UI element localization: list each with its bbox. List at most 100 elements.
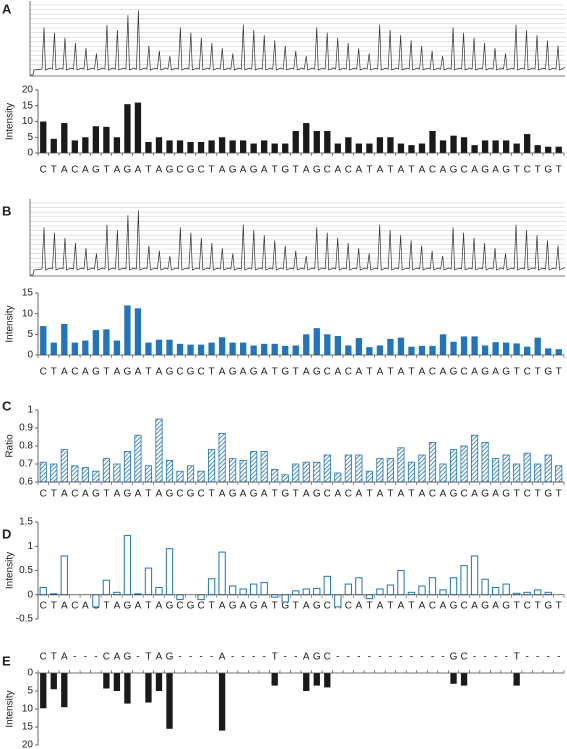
bar <box>250 583 258 596</box>
x-tick-label: A <box>240 489 247 500</box>
x-tick-label: - <box>347 652 350 663</box>
x-tick-label: T <box>145 367 151 378</box>
x-tick-label: C <box>71 165 78 176</box>
bar <box>281 474 289 483</box>
x-tick-label: A <box>61 367 68 378</box>
x-tick-label: G <box>481 489 489 500</box>
bar <box>524 134 531 153</box>
x-tick-label: A <box>219 165 226 176</box>
bar <box>555 465 563 483</box>
x-tick-label: G <box>250 489 258 500</box>
x-tick-label: A <box>440 489 447 500</box>
bar <box>239 588 247 596</box>
y-axis-label: Intensity <box>5 103 16 140</box>
y-axis-label: Intensity <box>5 305 16 342</box>
x-tick-label: - <box>483 652 486 663</box>
bar <box>470 555 479 596</box>
x-tick-label: T <box>408 601 414 612</box>
x-tick-label: G <box>229 601 237 612</box>
y-axis-label: Intensity <box>5 690 16 727</box>
x-tick-label: C <box>460 601 467 612</box>
x-tick-label: T <box>366 489 372 500</box>
x-tick-label: G <box>281 489 289 500</box>
x-tick-label: A <box>135 489 142 500</box>
bar <box>113 673 121 691</box>
x-tick-label: C <box>176 601 183 612</box>
x-tick-label: - <box>284 652 287 663</box>
x-tick-label: T <box>51 165 57 176</box>
bar <box>271 673 278 686</box>
bar <box>450 135 457 153</box>
x-tick-label: G <box>502 367 510 378</box>
x-tick-label: A <box>440 165 447 176</box>
bar <box>208 342 215 355</box>
x-tick-label: T <box>556 367 562 378</box>
panel-label: E <box>2 653 11 668</box>
bar <box>418 585 426 596</box>
bar <box>408 346 415 355</box>
bar <box>492 140 499 153</box>
bar <box>144 567 153 596</box>
x-tick-label: C <box>345 489 352 500</box>
bar <box>386 458 394 483</box>
x-tick-label: A <box>261 601 268 612</box>
x-tick-label: - <box>357 652 360 663</box>
y-tick-label: 5 <box>27 686 33 697</box>
x-tick-label: C <box>324 367 331 378</box>
x-tick-label: T <box>366 367 372 378</box>
x-tick-label: A <box>219 601 226 612</box>
x-tick-label: A <box>471 601 478 612</box>
x-tick-label: A <box>240 367 247 378</box>
bar <box>197 141 205 153</box>
x-tick-label: A <box>82 367 89 378</box>
bar <box>166 140 173 153</box>
bar <box>313 461 321 483</box>
bar <box>229 140 236 153</box>
x-tick-label: C <box>197 367 204 378</box>
bar <box>40 121 47 153</box>
y-tick-label: 10 <box>22 116 34 127</box>
bar <box>218 432 226 483</box>
bar <box>345 345 352 355</box>
x-tick-label: C <box>429 367 436 378</box>
x-tick-label: C <box>429 165 436 176</box>
x-tick-label: T <box>103 165 109 176</box>
y-tick-label: 0.9 <box>19 423 33 434</box>
bar <box>144 465 153 483</box>
x-tick-label: A <box>492 601 499 612</box>
x-tick-label: - <box>473 652 476 663</box>
bar <box>303 123 310 153</box>
bar <box>207 578 216 596</box>
x-tick-label: A <box>82 489 89 500</box>
x-tick-label: G <box>313 652 321 663</box>
x-tick-label: T <box>51 652 57 663</box>
x-tick-label: A <box>303 367 310 378</box>
bar <box>323 454 331 483</box>
bar <box>229 458 237 483</box>
x-tick-label: G <box>250 601 258 612</box>
bar <box>40 673 47 709</box>
x-tick-label: A <box>398 489 405 500</box>
bar <box>176 140 184 153</box>
bar <box>166 339 173 355</box>
x-tick-label: - <box>73 652 76 663</box>
y-tick-label: 0.5 <box>19 565 33 576</box>
x-tick-label: A <box>471 367 478 378</box>
x-tick-label: A <box>61 652 68 663</box>
bar <box>502 583 510 596</box>
x-tick-label: A <box>419 367 426 378</box>
x-tick-label: G <box>124 601 132 612</box>
x-tick-label: A <box>440 601 447 612</box>
bar <box>376 458 384 483</box>
x-tick-label: A <box>135 601 142 612</box>
x-tick-label: G <box>166 367 174 378</box>
bar <box>502 454 510 483</box>
x-tick-label: G <box>281 367 289 378</box>
bar <box>303 673 310 691</box>
x-tick-label: C <box>40 601 47 612</box>
bar <box>481 345 489 355</box>
x-tick-label: T <box>387 165 393 176</box>
x-tick-label: A <box>156 489 163 500</box>
bar <box>239 459 247 483</box>
